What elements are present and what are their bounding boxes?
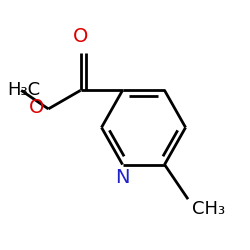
Text: O: O <box>29 98 45 117</box>
Text: CH₃: CH₃ <box>192 200 225 218</box>
Text: N: N <box>115 168 130 187</box>
Text: O: O <box>73 27 88 46</box>
Text: H₃C: H₃C <box>8 82 41 100</box>
